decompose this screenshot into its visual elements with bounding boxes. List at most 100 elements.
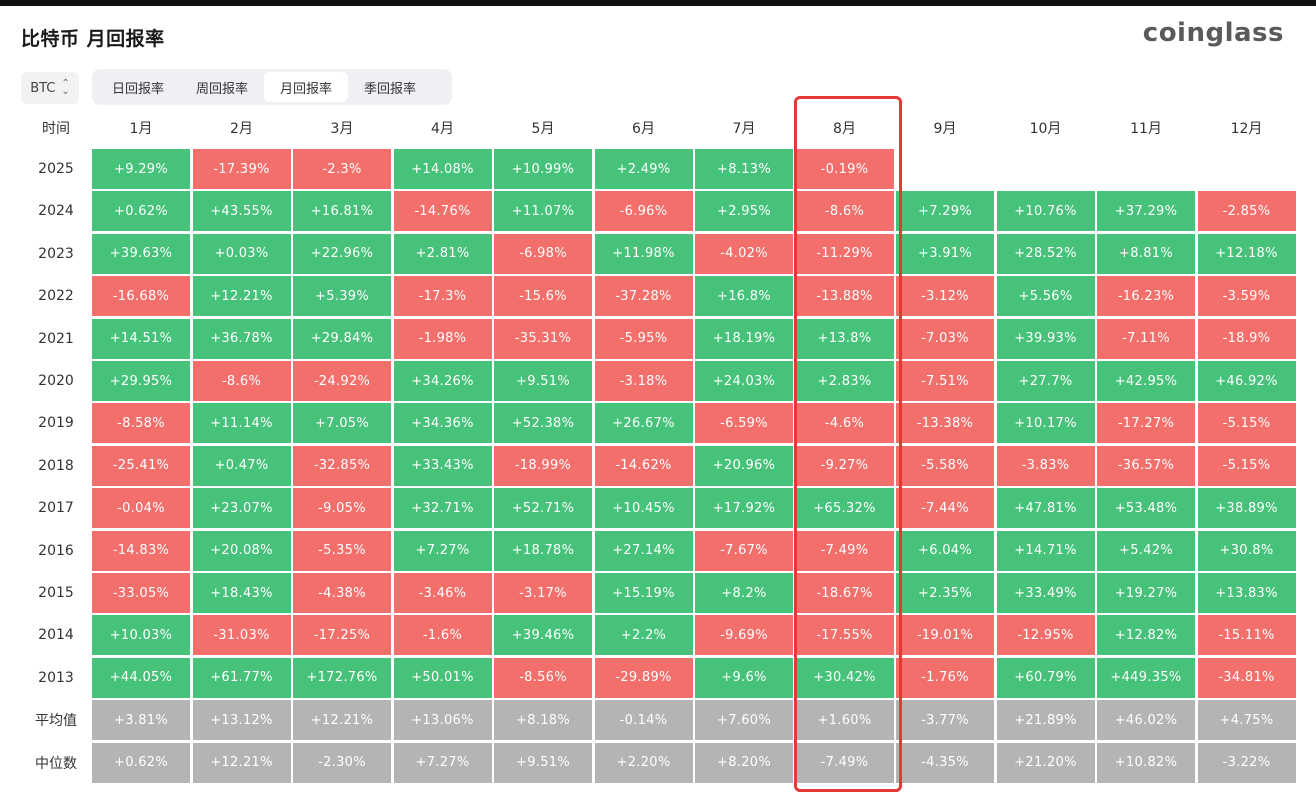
return-cell: -13.88% xyxy=(795,276,894,317)
return-cell: -16.23% xyxy=(1097,276,1195,317)
return-cell: -3.46% xyxy=(393,573,492,613)
return-cell: -35.31% xyxy=(494,318,592,359)
return-cell: -17.55% xyxy=(795,615,894,656)
return-cell: +16.8% xyxy=(695,276,793,317)
return-cell: +34.36% xyxy=(393,403,492,444)
return-cell: +10.99% xyxy=(494,149,592,189)
return-cell: -37.28% xyxy=(594,276,693,317)
return-cell: +11.98% xyxy=(594,233,693,274)
return-cell: +43.55% xyxy=(192,191,291,232)
return-cell: +22.96% xyxy=(293,233,391,274)
stat-cell: +2.20% xyxy=(594,742,693,783)
return-cell: +27.7% xyxy=(996,361,1095,401)
return-cell: -18.67% xyxy=(795,573,894,613)
return-cell: +27.14% xyxy=(594,530,693,571)
return-cell: +39.93% xyxy=(996,318,1095,359)
return-cell: +0.03% xyxy=(192,233,291,274)
stat-cell: +9.51% xyxy=(494,742,592,783)
tab-daily-return[interactable]: 日回报率 xyxy=(112,81,165,97)
return-cell: -2.85% xyxy=(1197,191,1296,232)
return-cell: +39.46% xyxy=(494,615,592,656)
return-cell: -25.41% xyxy=(92,445,190,486)
return-cell: +24.03% xyxy=(695,361,793,401)
month-header: 12月 xyxy=(1230,121,1263,137)
return-cell: -3.18% xyxy=(594,361,693,401)
return-cell: +52.38% xyxy=(494,403,592,444)
return-cell: +20.08% xyxy=(192,530,291,571)
year-label: 2023 xyxy=(38,245,74,262)
month-header: 11月 xyxy=(1130,121,1162,137)
return-cell: +23.07% xyxy=(192,488,291,529)
month-header: 3月 xyxy=(330,121,354,137)
return-cell: +3.91% xyxy=(896,233,994,274)
top-bar xyxy=(0,0,1316,6)
return-cell: +13.8% xyxy=(795,318,894,359)
return-cell: +34.26% xyxy=(393,361,492,401)
return-cell: -18.9% xyxy=(1197,318,1296,359)
return-cell: +449.35% xyxy=(1097,657,1195,698)
return-cell: +9.51% xyxy=(494,361,592,401)
stat-cell: +0.62% xyxy=(92,742,190,783)
tab-weekly-return[interactable]: 周回报率 xyxy=(196,81,249,97)
return-cell: +13.83% xyxy=(1197,573,1296,613)
month-header: 4月 xyxy=(431,121,454,137)
return-cell: -7.67% xyxy=(695,530,793,571)
stat-cell: +10.82% xyxy=(1097,742,1195,783)
return-cell: -34.81% xyxy=(1197,657,1296,698)
return-cell: -0.19% xyxy=(795,149,894,189)
return-cell: +20.96% xyxy=(695,445,793,486)
return-period-tabs: 日回报率 周回报率 月回报率 季回报率 xyxy=(92,69,452,105)
stat-cell: +8.20% xyxy=(695,742,793,783)
stat-cell: +3.81% xyxy=(92,700,190,741)
return-cell: -9.27% xyxy=(795,445,894,486)
return-cell: +44.05% xyxy=(92,657,190,698)
return-cell: +52.71% xyxy=(494,488,592,529)
return-cell: +37.29% xyxy=(1097,191,1195,232)
return-cell: -15.11% xyxy=(1197,615,1296,656)
return-cell: -8.6% xyxy=(192,361,291,401)
return-cell: -1.6% xyxy=(393,615,492,656)
return-cell: -5.58% xyxy=(896,445,994,486)
return-cell: +50.01% xyxy=(393,657,492,698)
return-cell: +5.56% xyxy=(996,276,1095,317)
return-cell: +29.95% xyxy=(92,361,190,401)
return-cell: +30.42% xyxy=(795,657,894,698)
return-cell: +10.45% xyxy=(594,488,693,529)
year-label: 2020 xyxy=(38,373,74,389)
time-column-header: 时间 xyxy=(42,121,70,137)
return-cell: +12.82% xyxy=(1097,615,1195,656)
coin-selector[interactable]: BTC ⌃ ⌄ xyxy=(21,72,79,104)
return-cell: +2.83% xyxy=(795,361,894,401)
return-cell: +30.8% xyxy=(1197,530,1296,571)
stat-cell: +13.06% xyxy=(393,700,492,741)
month-header: 8月 xyxy=(833,121,856,137)
tab-quarterly-return[interactable]: 季回报率 xyxy=(364,81,417,97)
stat-cell: +1.60% xyxy=(795,700,894,741)
stat-cell: +12.21% xyxy=(192,742,291,783)
return-cell: +17.92% xyxy=(695,488,793,529)
return-cell: +33.43% xyxy=(393,445,492,486)
return-cell: -36.57% xyxy=(1097,445,1195,486)
return-cell: +33.49% xyxy=(996,573,1095,613)
return-cell: -7.51% xyxy=(896,361,994,401)
return-cell: +29.84% xyxy=(293,318,391,359)
return-cell: -5.95% xyxy=(594,318,693,359)
return-cell: +0.47% xyxy=(192,445,291,486)
return-cell: +11.14% xyxy=(192,403,291,444)
return-cell: +28.52% xyxy=(996,233,1095,274)
tab-monthly-return[interactable]: 月回报率 xyxy=(264,72,349,102)
return-cell: -17.27% xyxy=(1097,403,1195,444)
return-cell: -33.05% xyxy=(92,573,190,613)
return-cell: -0.04% xyxy=(92,488,190,529)
month-header: 5月 xyxy=(531,121,555,137)
return-cell: +47.81% xyxy=(996,488,1095,529)
return-cell: +61.77% xyxy=(192,657,291,698)
return-cell: -14.62% xyxy=(594,445,693,486)
return-cell: -18.99% xyxy=(494,445,592,486)
coinglass-logo: coinglass xyxy=(1142,18,1284,48)
return-cell: +16.81% xyxy=(293,191,391,232)
stat-cell: -7.49% xyxy=(795,742,894,783)
return-cell: -11.29% xyxy=(795,233,894,274)
return-cell: +15.19% xyxy=(594,573,693,613)
stat-cell: +4.75% xyxy=(1197,700,1296,741)
